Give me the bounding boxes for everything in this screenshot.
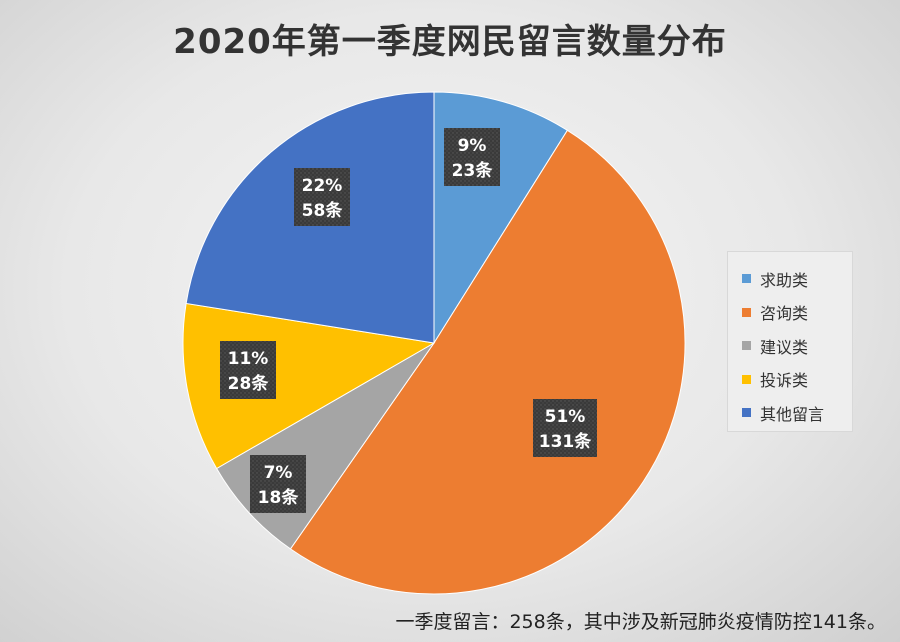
- slice-label-box-2: [250, 455, 306, 513]
- pie-slice-1: [289, 129, 686, 595]
- slice-label-box-4: [294, 168, 350, 226]
- legend-label-3: 投诉类: [760, 371, 809, 391]
- legend-label-1: 咨询类: [760, 304, 809, 324]
- legend-swatch-4: [742, 408, 751, 418]
- legend-swatch-2: [742, 341, 751, 351]
- chart-title: 2020年第一季度网民留言数量分布: [173, 22, 727, 62]
- legend-swatch-1: [742, 307, 751, 317]
- slice-count-label-2: 18条: [258, 487, 300, 508]
- legend-item-4: 其他留言: [742, 396, 852, 430]
- slice-percent-label-3: 11%: [228, 349, 269, 369]
- legend-swatch-3: [742, 374, 751, 384]
- slice-label-1: 51% 131条: [533, 399, 597, 457]
- slice-label-4: 22%58条: [294, 168, 350, 226]
- slice-label-3: 11%28条: [220, 341, 276, 399]
- legend-item-1: 咨询类: [742, 296, 852, 330]
- legend-item-0: 求助类: [742, 262, 852, 296]
- slice-percent-label-0: 9%: [458, 136, 487, 156]
- legend: 求助类咨询类建议类投诉类其他留言: [727, 251, 853, 432]
- legend-item-3: 投诉类: [742, 363, 852, 397]
- slice-count-label-4: 58条: [302, 200, 344, 221]
- slice-label-box-0: [444, 128, 500, 186]
- slice-percent-label-4: 22%: [302, 176, 343, 196]
- legend-swatch-0: [742, 274, 751, 284]
- slice-label-box-1: [533, 399, 597, 457]
- slice-count-label-0: 23条: [452, 160, 494, 181]
- slice-label-box-3: [220, 341, 276, 399]
- slice-percent-label-1: 51%: [545, 407, 586, 427]
- slice-percent-label-2: 7%: [264, 463, 293, 483]
- legend-label-0: 求助类: [760, 270, 809, 290]
- footnote: 一季度留言：258条，其中涉及新冠肺炎疫情防控141条。: [395, 611, 886, 633]
- slice-count-label-3: 28条: [228, 373, 270, 394]
- legend-item-2: 建议类: [742, 329, 852, 363]
- slice-count-label-1: 131条: [539, 431, 592, 452]
- slice-label-2: 7%18条: [250, 455, 306, 513]
- legend-label-2: 建议类: [760, 337, 809, 357]
- legend-label-4: 其他留言: [760, 404, 825, 424]
- slice-label-0: 9%23条: [444, 128, 500, 186]
